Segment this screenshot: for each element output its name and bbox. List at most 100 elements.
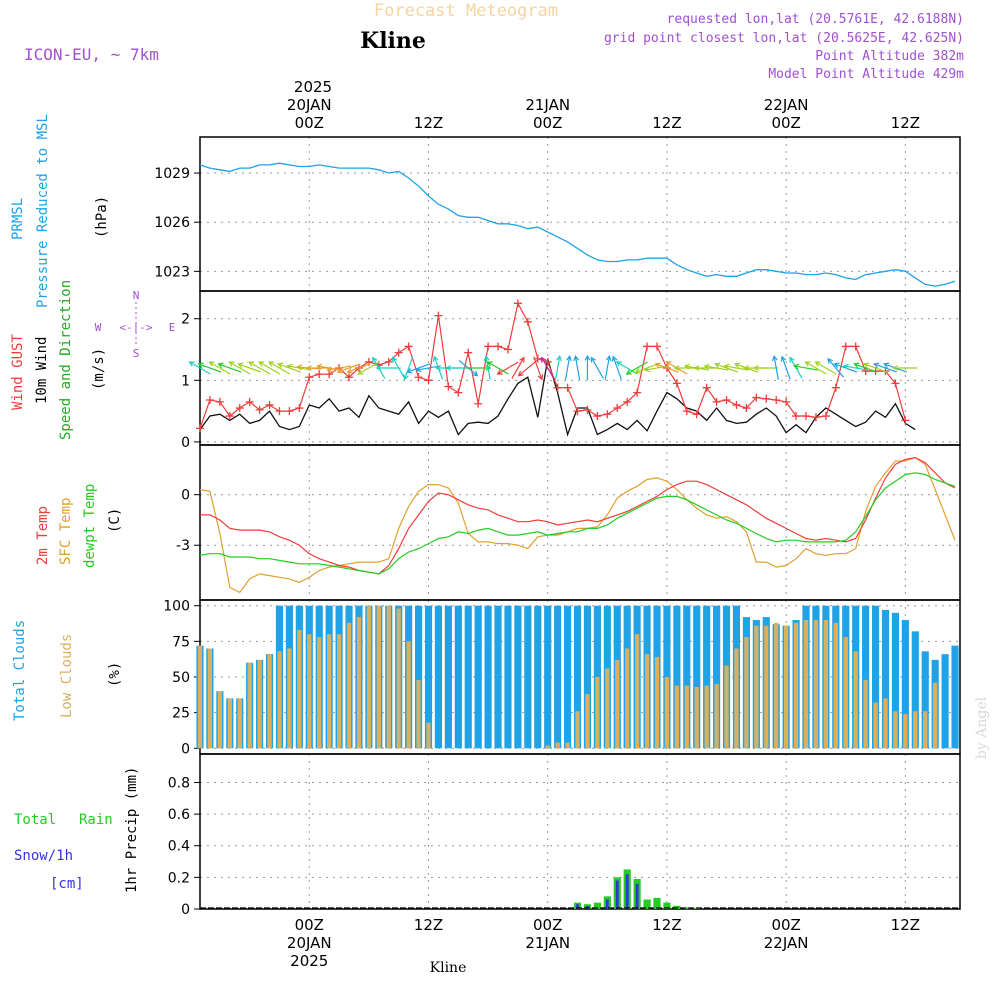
- precip-cm-label: [cm]: [50, 876, 84, 892]
- total-cloud-bar: [504, 605, 512, 749]
- low-cloud-bar: [615, 659, 620, 749]
- total-cloud-bar: [951, 645, 959, 749]
- temperature-panel: -3 0: [176, 444, 961, 601]
- low-cloud-bar: [386, 605, 391, 749]
- gust-marker: [225, 412, 234, 421]
- wind-direction-arrow: [564, 354, 572, 380]
- total-cloud-bar: [891, 612, 900, 749]
- total-cloud-bar: [673, 605, 681, 749]
- low-cloud-bar: [714, 684, 719, 749]
- low-cloud-bar: [207, 648, 213, 749]
- gust-marker: [235, 404, 244, 413]
- low-cloud-bar: [823, 619, 829, 749]
- temp-2m-line: [200, 456, 956, 575]
- gust-marker: [503, 345, 512, 354]
- model-point-altitude: Model Point Altitude 429m: [768, 67, 964, 82]
- top-hour-label: 12Z: [414, 114, 443, 132]
- low-cloud-bar: [893, 711, 898, 749]
- total-cloud-bar: [683, 605, 691, 749]
- gust-marker: [702, 383, 711, 392]
- low-cloud-bar: [595, 677, 600, 749]
- low-cloud-bar: [813, 619, 819, 749]
- gust-marker: [682, 407, 691, 416]
- low-cloud-bar: [197, 645, 203, 749]
- low-cloud-bar: [585, 694, 590, 749]
- total-cloud-bar: [434, 605, 443, 749]
- y-tick-label: 0.2: [168, 870, 190, 886]
- bottom-date-label: 22JAN: [764, 934, 809, 952]
- cloud-low-label: Low Clouds: [59, 634, 75, 718]
- low-cloud-bar: [565, 742, 570, 749]
- y-tick-label: 0: [181, 902, 190, 918]
- wind-direction-arrow: [611, 355, 622, 380]
- y-tick-label: 0.6: [168, 807, 190, 823]
- temp-2m-label: 2m Temp: [35, 506, 51, 565]
- low-cloud-bar: [237, 698, 242, 749]
- snow-bar: [576, 904, 579, 909]
- wind-direction-arrow: [792, 363, 818, 371]
- gust-marker: [831, 383, 840, 392]
- low-cloud-bar: [287, 648, 292, 749]
- wind-direction-arrow: [804, 361, 827, 375]
- low-cloud-bar: [247, 662, 252, 749]
- panel-frame: [199, 753, 961, 910]
- gust-marker: [722, 396, 731, 405]
- total-cloud-bar: [544, 605, 552, 749]
- gust-marker: [692, 410, 701, 419]
- gust-marker: [732, 400, 741, 409]
- total-cloud-bar: [703, 605, 711, 749]
- dewpt-temp-line: [199, 472, 956, 575]
- snow-bar: [615, 880, 619, 909]
- low-cloud-bar: [327, 634, 332, 749]
- gust-marker: [712, 397, 721, 406]
- rain-bar: [653, 897, 661, 909]
- pressure-unit: (hPa): [94, 196, 110, 238]
- gust-marker: [533, 354, 542, 363]
- gust-marker: [613, 404, 622, 413]
- low-cloud-bar: [605, 668, 610, 749]
- gust-marker: [444, 382, 453, 391]
- pressure-label-prmsl: PRMSL: [10, 198, 26, 240]
- low-cloud-bar: [396, 608, 401, 749]
- gust-marker: [802, 412, 811, 421]
- wind-direction-arrow: [268, 361, 291, 375]
- precip-total-label: Total: [14, 812, 56, 828]
- gust-marker: [474, 399, 483, 408]
- wind-direction-arrow: [554, 354, 562, 380]
- low-cloud-bar: [317, 637, 322, 749]
- total-cloud-bar: [524, 605, 532, 749]
- low-cloud-bar: [346, 622, 352, 749]
- wind-direction-arrow: [780, 355, 791, 380]
- low-cloud-bar: [873, 702, 878, 749]
- low-cloud-bar: [416, 679, 421, 749]
- temp-dewpt-label: dewpt Temp: [82, 484, 98, 568]
- wind-compass: W <-|-> E N S: [95, 289, 176, 360]
- gust-marker: [275, 407, 284, 416]
- gust-marker: [891, 379, 900, 388]
- total-cloud-bar: [424, 605, 433, 749]
- gust-marker: [325, 370, 334, 379]
- gust-marker: [762, 394, 771, 403]
- low-cloud-bar: [545, 745, 550, 749]
- gust-marker: [643, 342, 652, 351]
- low-cloud-bar: [625, 648, 630, 749]
- low-cloud-bar: [833, 622, 838, 749]
- total-cloud-bar: [474, 605, 482, 749]
- wind-direction-arrow: [483, 354, 491, 380]
- total-cloud-bar: [713, 605, 721, 749]
- wind-direction-arrow: [625, 361, 648, 375]
- y-tick-label: 1023: [154, 264, 190, 280]
- gust-marker: [434, 311, 443, 320]
- total-cloud-bar: [454, 605, 462, 749]
- bottom-date-label: 20JAN: [287, 934, 332, 952]
- wind-direction-arrow: [654, 362, 679, 373]
- total-cloud-bar: [494, 605, 502, 749]
- total-cloud-bar: [693, 605, 701, 749]
- precip-rain-label: Rain: [79, 812, 113, 828]
- bottom-year-label: 2025: [290, 952, 328, 970]
- total-cloud-bar: [881, 609, 890, 749]
- wind-direction-arrow: [403, 356, 414, 381]
- gust-marker: [464, 348, 473, 357]
- total-cloud-bar: [514, 605, 522, 749]
